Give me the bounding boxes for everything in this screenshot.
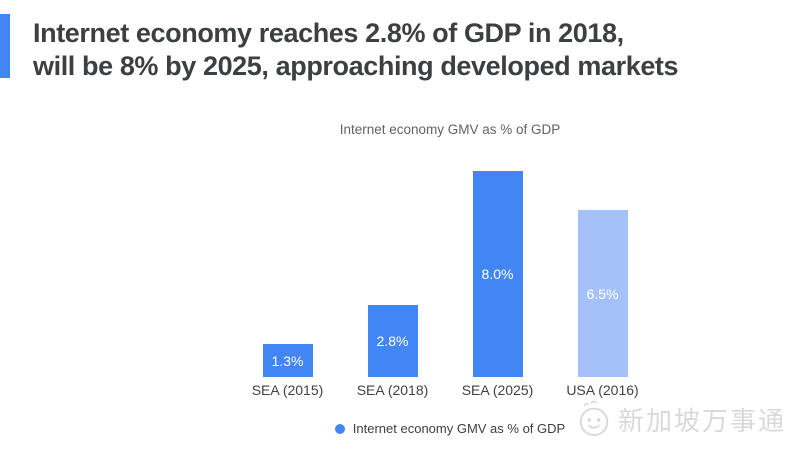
bar-value-label: 8.0%	[481, 266, 514, 282]
headline-accent-bar	[0, 14, 10, 78]
bar-sea-2025: 8.0%	[472, 171, 523, 377]
bar-column: 8.0%	[445, 171, 550, 377]
bar-value-label: 1.3%	[271, 352, 304, 369]
bar-sea-2018: 2.8%	[367, 305, 418, 377]
page-title-line-2: will be 8% by 2025, approaching develope…	[33, 51, 679, 81]
bar-usa-2016: 6.5%	[577, 210, 628, 377]
bar-column: 2.8%	[340, 171, 445, 377]
bar-column: 6.5%	[550, 171, 655, 377]
bar-value-label: 6.5%	[586, 285, 619, 302]
category-label: SEA (2025)	[461, 382, 534, 398]
category-label: SEA (2015)	[251, 382, 324, 398]
watermark: 新加坡万事通	[575, 399, 786, 439]
page-title: Internet economy reaches 2.8% of GDP in …	[33, 17, 679, 83]
smiley-logo-icon	[575, 399, 613, 439]
watermark-text: 新加坡万事通	[617, 405, 786, 436]
page-title-line-1: Internet economy reaches 2.8% of GDP in …	[33, 18, 624, 48]
legend-marker-icon	[334, 423, 345, 434]
bar-sea-2015: 1.3%	[262, 344, 313, 377]
bar-column: 1.3%	[235, 171, 340, 377]
chart-legend: Internet economy GMV as % of GDP	[100, 421, 800, 436]
bars-row: 1.3% 2.8% 8.0% 6.5%	[235, 171, 655, 377]
bar-value-label: 2.8%	[376, 333, 409, 349]
legend-label: Internet economy GMV as % of GDP	[352, 421, 566, 436]
category-labels: SEA (2015) SEA (2018) SEA (2025) USA (2016)	[235, 382, 655, 398]
chart-title: Internet economy GMV as % of GDP	[339, 122, 561, 137]
category-label: USA (2016)	[566, 382, 639, 398]
category-label: SEA (2018)	[356, 382, 429, 398]
